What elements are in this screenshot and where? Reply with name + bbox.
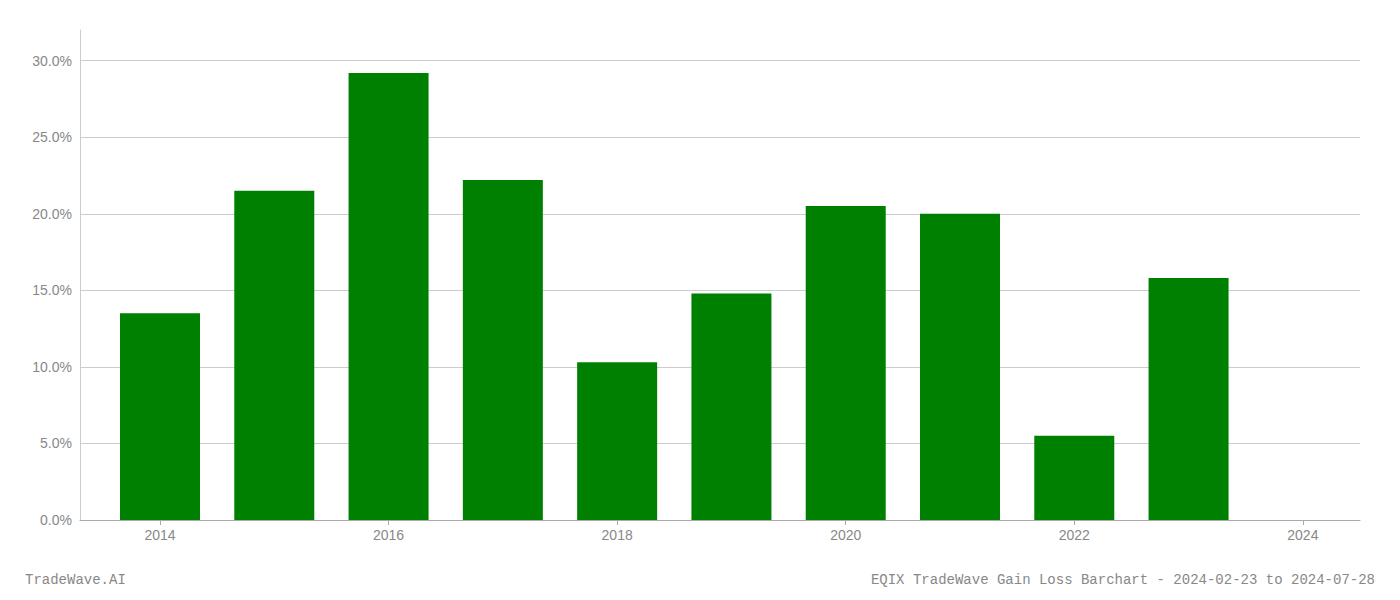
svg-text:2018: 2018 — [602, 527, 633, 543]
svg-text:2020: 2020 — [830, 527, 861, 543]
svg-text:25.0%: 25.0% — [32, 129, 72, 145]
svg-text:10.0%: 10.0% — [32, 359, 72, 375]
svg-text:2022: 2022 — [1059, 527, 1090, 543]
svg-text:2016: 2016 — [373, 527, 404, 543]
svg-text:2014: 2014 — [144, 527, 175, 543]
svg-text:2024: 2024 — [1287, 527, 1318, 543]
svg-text:5.0%: 5.0% — [40, 435, 72, 451]
svg-text:EQIX TradeWave Gain Loss Barch: EQIX TradeWave Gain Loss Barchart - 2024… — [871, 572, 1375, 588]
svg-text:30.0%: 30.0% — [32, 53, 72, 69]
svg-text:0.0%: 0.0% — [40, 512, 72, 528]
svg-text:15.0%: 15.0% — [32, 282, 72, 298]
svg-text:TradeWave.AI: TradeWave.AI — [25, 572, 126, 588]
svg-text:20.0%: 20.0% — [32, 206, 72, 222]
